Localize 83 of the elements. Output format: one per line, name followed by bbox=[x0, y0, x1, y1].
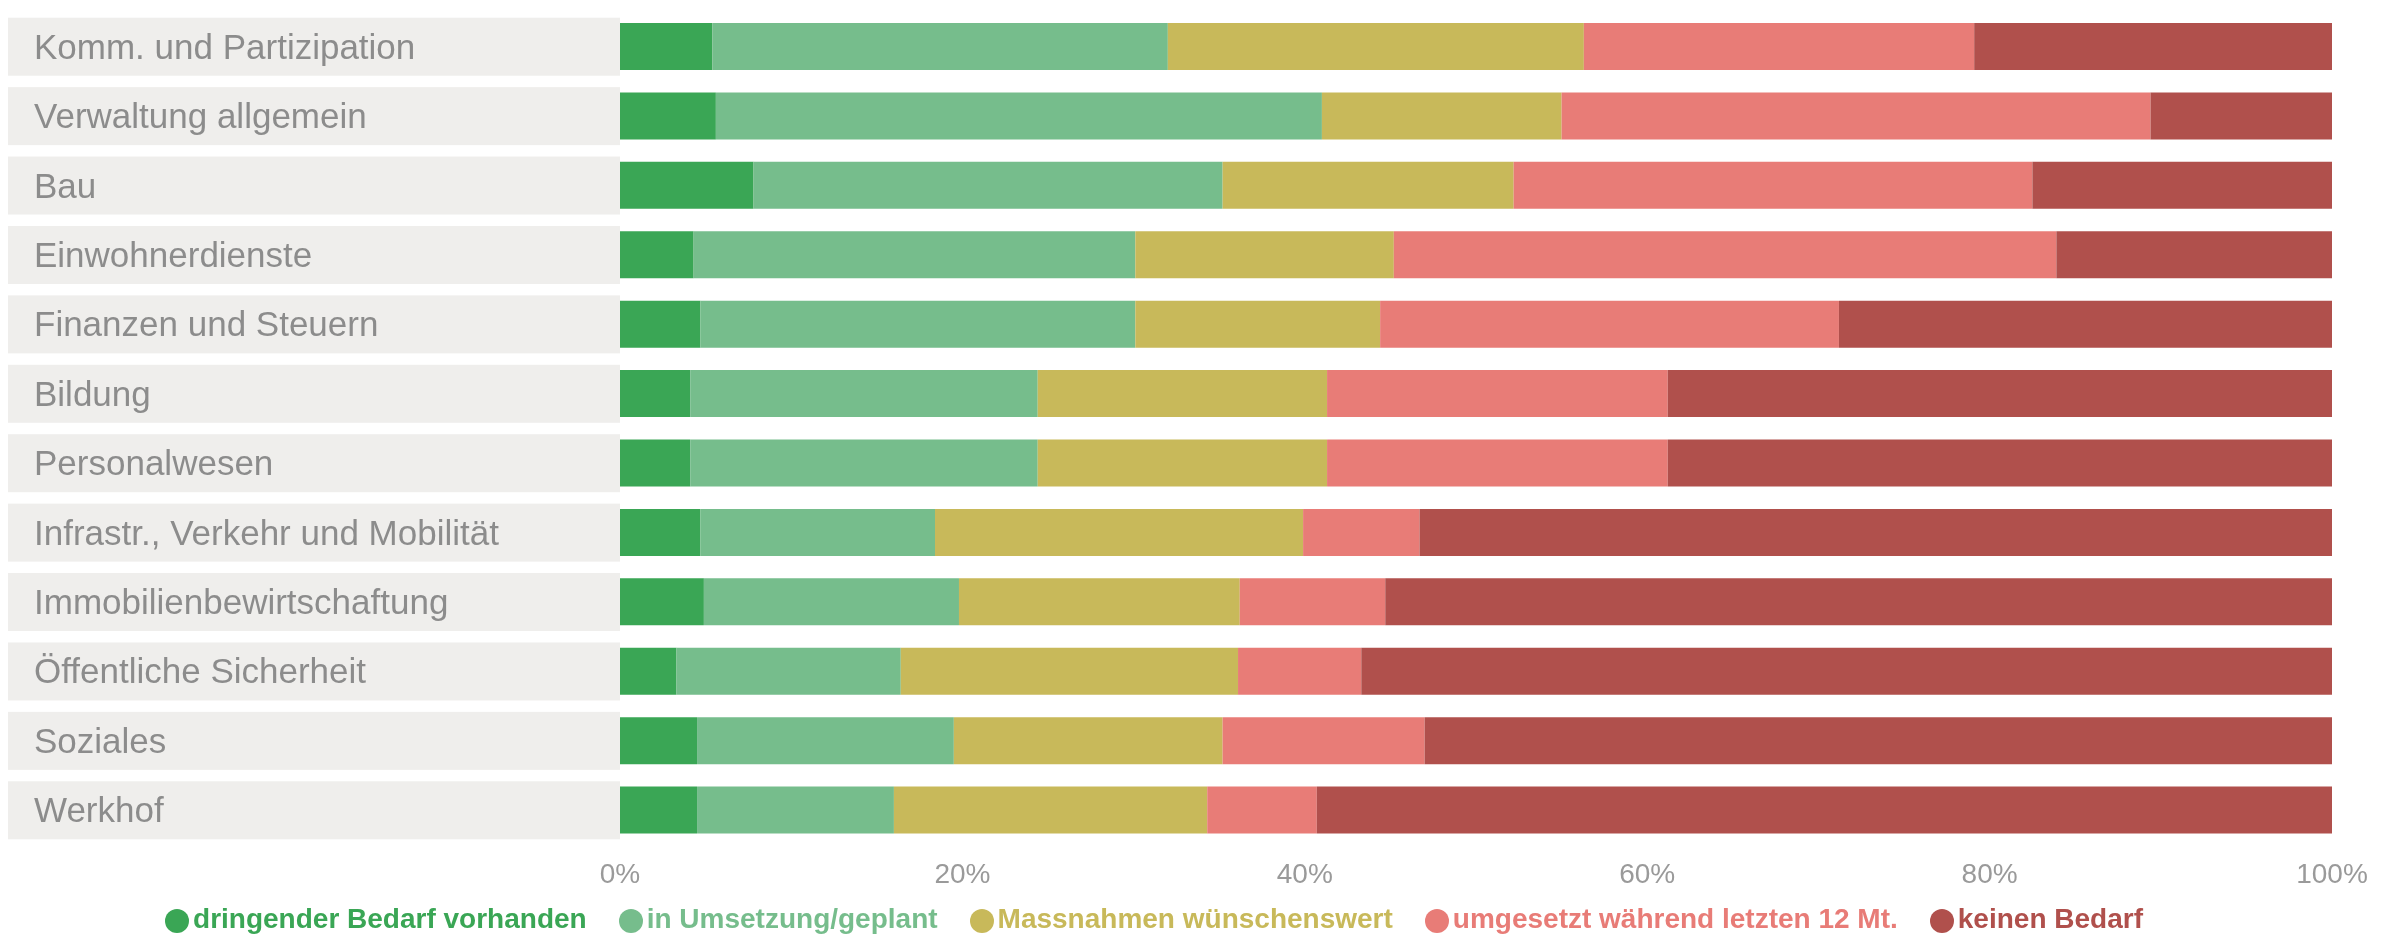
bar bbox=[690, 439, 1038, 487]
legend-label: dringender Bedarf vorhanden bbox=[193, 903, 587, 934]
y-tick-label: Infrastr., Verkehr und Mobilität bbox=[34, 512, 500, 552]
bar bbox=[700, 508, 936, 556]
bar bbox=[1327, 370, 1668, 418]
bar bbox=[620, 370, 691, 418]
bar bbox=[620, 786, 698, 834]
bar bbox=[1393, 231, 2057, 279]
legend-label: in Umsetzung/geplant bbox=[646, 903, 938, 934]
y-tick-label: Öffentliche Sicherheit bbox=[34, 651, 367, 691]
bar bbox=[700, 300, 1136, 348]
bar bbox=[1974, 23, 2332, 70]
y-tick-label: Werkhof bbox=[34, 790, 164, 830]
bar bbox=[620, 647, 677, 695]
bar bbox=[715, 92, 1322, 140]
y-tick-label: Bildung bbox=[34, 373, 151, 413]
bar bbox=[1135, 300, 1381, 348]
bar bbox=[900, 647, 1239, 695]
bar bbox=[1419, 508, 2332, 556]
bar bbox=[620, 508, 701, 556]
bar bbox=[1207, 786, 1317, 834]
bar bbox=[620, 231, 694, 279]
bar bbox=[697, 717, 954, 765]
bar bbox=[1037, 439, 1328, 487]
bar bbox=[690, 370, 1038, 418]
bar bbox=[1667, 370, 2332, 418]
bar bbox=[1838, 300, 2332, 348]
bar bbox=[1513, 161, 2033, 209]
bar bbox=[2032, 161, 2332, 209]
bar bbox=[620, 161, 754, 209]
y-tick-label: Soziales bbox=[34, 720, 167, 760]
bar bbox=[958, 578, 1240, 626]
bar bbox=[1321, 92, 1562, 140]
bar bbox=[1222, 717, 1425, 765]
bar bbox=[1583, 23, 1975, 70]
bar bbox=[703, 578, 959, 626]
y-tick-label: Bau bbox=[34, 165, 97, 205]
x-tick-label: 20% bbox=[934, 857, 991, 889]
bar bbox=[620, 578, 704, 626]
y-tick-label: Immobilienbewirtschaftung bbox=[34, 582, 449, 622]
y-tick-label: Verwaltung allgemein bbox=[34, 96, 367, 136]
bar bbox=[1327, 439, 1668, 487]
bar bbox=[1238, 647, 1362, 695]
bar bbox=[620, 92, 716, 140]
bar bbox=[2056, 231, 2332, 279]
bar bbox=[1316, 786, 2332, 834]
x-tick-label: 0% bbox=[599, 857, 641, 889]
bar bbox=[1167, 23, 1584, 70]
bar bbox=[893, 786, 1208, 834]
bar bbox=[620, 23, 713, 70]
bar bbox=[697, 786, 894, 834]
bar bbox=[1385, 578, 2332, 626]
bar bbox=[676, 647, 901, 695]
bar bbox=[1037, 370, 1328, 418]
y-tick-label: Einwohnerdienste bbox=[34, 234, 313, 274]
bar bbox=[935, 508, 1304, 556]
x-tick-label: 40% bbox=[1276, 857, 1333, 889]
x-tick-label: 100% bbox=[2296, 857, 2368, 889]
bar bbox=[1239, 578, 1386, 626]
bar bbox=[1667, 439, 2332, 487]
x-tick-label: 60% bbox=[1619, 857, 1676, 889]
bar bbox=[1424, 717, 2332, 765]
bar bbox=[953, 717, 1223, 765]
bar bbox=[712, 23, 1168, 70]
bar bbox=[693, 231, 1136, 279]
bar bbox=[620, 717, 698, 765]
bar bbox=[620, 439, 691, 487]
bar bbox=[620, 300, 701, 348]
bar bbox=[1380, 300, 1839, 348]
bar bbox=[753, 161, 1223, 209]
bar bbox=[1361, 647, 2332, 695]
bar bbox=[2150, 92, 2332, 140]
bar bbox=[1222, 161, 1514, 209]
legend-label: keinen Bedarf bbox=[1957, 903, 2143, 934]
y-tick-label: Komm. und Partizipation bbox=[34, 26, 416, 66]
legend-label: umgesetzt während letzten 12 Mt. bbox=[1452, 903, 1898, 934]
legend-label: Massnahmen wünschenswert bbox=[997, 903, 1393, 934]
y-tick-label: Finanzen und Steuern bbox=[34, 304, 379, 344]
bar bbox=[1561, 92, 2151, 140]
x-tick-label: 80% bbox=[1961, 857, 2018, 889]
y-tick-label: Personalwesen bbox=[34, 443, 274, 483]
bar bbox=[1303, 508, 1420, 556]
bar bbox=[1135, 231, 1394, 279]
